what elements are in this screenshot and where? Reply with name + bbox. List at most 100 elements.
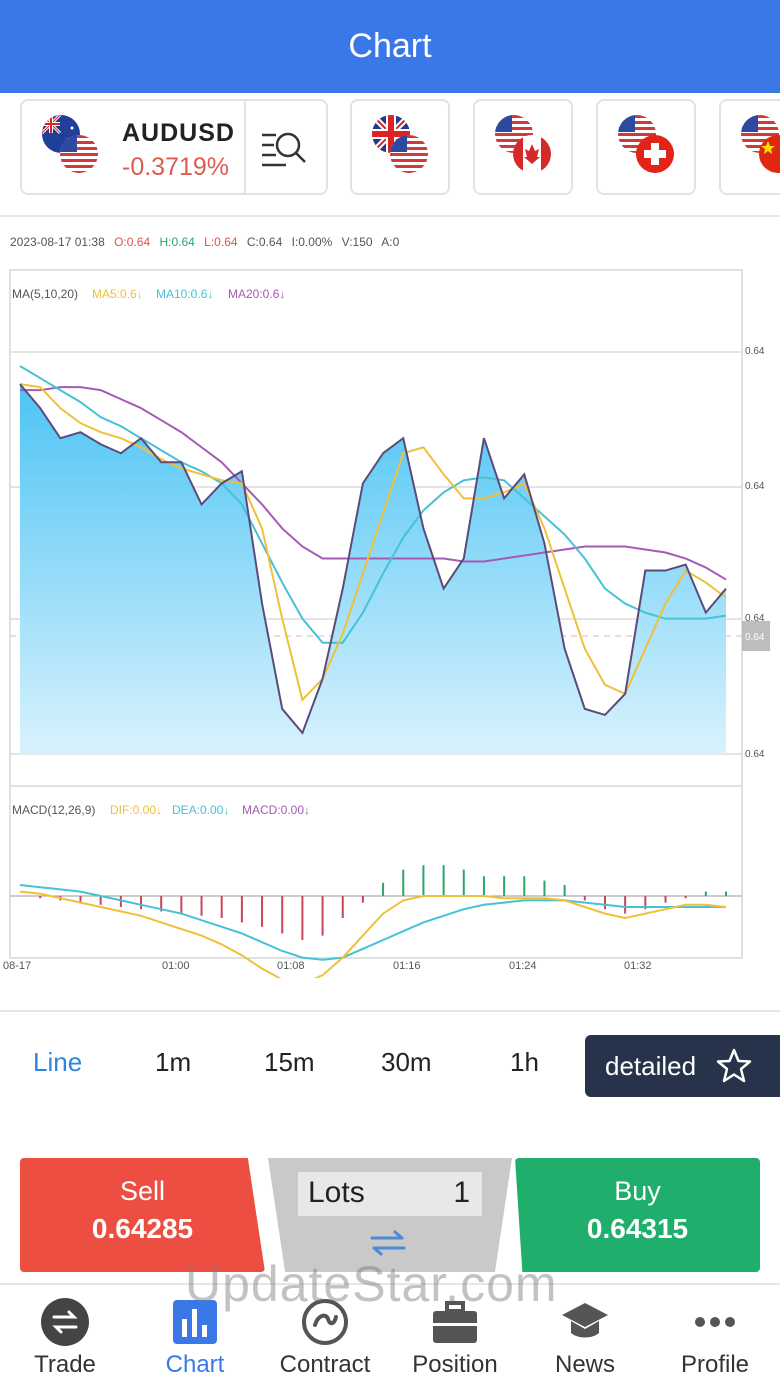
pair-card-usdcnh[interactable] xyxy=(719,99,780,195)
time-tick-label: 01:32 xyxy=(624,960,652,972)
ma20-legend: MA20:0.6↓ xyxy=(228,287,285,301)
nav-item-chart[interactable]: Chart xyxy=(130,1285,260,1389)
price-chart[interactable]: MA(5,10,20) MA5:0.6↓ MA10:0.6↓ MA20:0.6↓… xyxy=(0,258,780,978)
sell-button[interactable]: Sell 0.64285 xyxy=(20,1158,265,1272)
lots-label: Lots xyxy=(308,1176,365,1209)
ohlc-close: C:0.64 xyxy=(246,235,283,249)
page-title: Chart xyxy=(0,0,780,93)
time-tick-label: 01:24 xyxy=(509,960,537,972)
watermark: UpdateStar.com xyxy=(185,1256,558,1312)
nav-item-news[interactable]: News xyxy=(520,1285,650,1389)
current-price-tag-label: 0.64 xyxy=(745,632,765,643)
nav-label: News xyxy=(554,1351,615,1378)
nav-label: Position xyxy=(412,1351,498,1378)
nav-item-trade[interactable]: Trade xyxy=(0,1285,130,1389)
pair-card-gbpusd[interactable] xyxy=(350,99,450,195)
buy-label: Buy xyxy=(614,1176,661,1206)
briefcase-icon xyxy=(433,1301,477,1343)
detailed-button[interactable]: detailed xyxy=(585,1035,780,1097)
lots-selector[interactable]: Lots 1 xyxy=(268,1158,512,1272)
ma5-line xyxy=(19,383,727,702)
sell-label: Sell xyxy=(119,1176,166,1206)
time-tick-label: 01:08 xyxy=(277,960,305,972)
ohlc-change: I:0.00% xyxy=(291,235,333,249)
contract-icon xyxy=(302,1299,348,1345)
ma20-line xyxy=(20,386,727,581)
price-tick-label: 0.64 xyxy=(745,346,765,357)
ohlc-low: L:0.64 xyxy=(204,235,238,249)
nav-item-position[interactable]: Position xyxy=(390,1285,520,1389)
trade-icon xyxy=(41,1298,89,1346)
flag-stack xyxy=(741,115,780,185)
search-list-icon[interactable] xyxy=(260,125,310,171)
graduation-cap-icon xyxy=(562,1303,608,1338)
timeframe-bar: Line 1m 15m 30m 1h detailed xyxy=(0,1010,780,1120)
sell-price: 0.64285 xyxy=(91,1213,194,1244)
nav-label: Chart xyxy=(165,1351,225,1378)
macd-panel-frame xyxy=(9,785,743,959)
ohlc-high: H:0.64 xyxy=(159,235,195,249)
ma5-legend: MA5:0.6↓ xyxy=(92,287,143,301)
detailed-label: detailed xyxy=(605,1051,697,1081)
ma-legend-title: MA(5,10,20) xyxy=(12,287,78,301)
ohlc-volume: V:150 xyxy=(341,235,373,249)
china-flag-icon xyxy=(759,135,780,173)
ma10-line xyxy=(19,365,727,644)
pair-card-usdcad[interactable] xyxy=(473,99,573,195)
nav-label: Trade xyxy=(34,1351,96,1378)
ma10-legend: MA10:0.6↓ xyxy=(156,287,213,301)
flag-stack xyxy=(372,115,442,185)
more-dots-icon xyxy=(695,1317,735,1327)
macd-legend-title: MACD(12,26,9) xyxy=(12,803,95,817)
nav-label: Contract xyxy=(279,1351,371,1378)
swap-icon[interactable] xyxy=(368,1228,408,1258)
current-price-tag xyxy=(742,621,770,651)
pair-card-usdchf[interactable] xyxy=(596,99,696,195)
flag-stack xyxy=(495,115,565,185)
dea-line xyxy=(19,884,726,961)
time-tick-label: 01:16 xyxy=(393,960,421,972)
divider xyxy=(244,101,246,193)
ohlc-amount: A:0 xyxy=(381,235,400,249)
australia-flag-icon xyxy=(42,115,80,153)
dif-legend: DIF:0.00↓ xyxy=(110,803,162,817)
timeframe-1h[interactable]: 1h xyxy=(510,1047,539,1077)
lots-value[interactable]: 1 xyxy=(453,1176,470,1209)
ohlc-open: O:0.64 xyxy=(114,235,151,249)
nav-label: Profile xyxy=(680,1351,750,1378)
plot-area xyxy=(19,365,727,978)
dif-line xyxy=(19,890,727,978)
lots-field[interactable]: Lots 1 xyxy=(298,1172,482,1216)
ohlc-datetime: 2023-08-17 01:38 xyxy=(10,235,105,249)
timeframe-line[interactable]: Line xyxy=(33,1047,83,1077)
star-icon[interactable] xyxy=(715,1047,753,1085)
us-flag-icon xyxy=(390,135,428,173)
macd-legend: MACD:0.00↓ xyxy=(242,803,310,817)
price-area xyxy=(20,384,726,754)
flag-stack xyxy=(618,115,688,185)
pair-card-audusd[interactable]: AUDUSD -0.3719% xyxy=(20,99,328,195)
flag-stack xyxy=(42,115,112,185)
trade-panel: Sell 0.64285 Lots 1 Buy 0.64315 xyxy=(0,1150,780,1280)
nav-item-contract[interactable]: Contract xyxy=(260,1285,390,1389)
canada-flag-icon xyxy=(513,135,551,173)
currency-pair-strip[interactable]: AUDUSD -0.3719% xyxy=(0,93,780,217)
price-tick-label: 0.64 xyxy=(745,749,765,760)
buy-price: 0.64315 xyxy=(586,1213,689,1244)
switzerland-flag-icon xyxy=(636,135,674,173)
us-flag-icon xyxy=(60,135,98,173)
pair-change: -0.3719% xyxy=(122,153,230,181)
pair-code: AUDUSD xyxy=(122,119,235,147)
time-tick-label: 01:00 xyxy=(162,960,190,972)
timeframe-1m[interactable]: 1m xyxy=(155,1047,192,1077)
timeframe-15m[interactable]: 15m xyxy=(264,1047,315,1077)
buy-button[interactable]: Buy 0.64315 xyxy=(515,1158,760,1272)
bottom-nav: Trade Chart Contract Position News xyxy=(0,1283,780,1387)
nav-item-profile[interactable]: Profile xyxy=(650,1285,780,1389)
price-line xyxy=(19,383,727,735)
dea-legend: DEA:0.00↓ xyxy=(172,803,229,817)
time-tick-label: 08-17 xyxy=(3,960,31,972)
bar-chart-icon xyxy=(173,1300,217,1344)
price-tick-label: 0.64 xyxy=(745,481,765,492)
timeframe-30m[interactable]: 30m xyxy=(381,1047,432,1077)
